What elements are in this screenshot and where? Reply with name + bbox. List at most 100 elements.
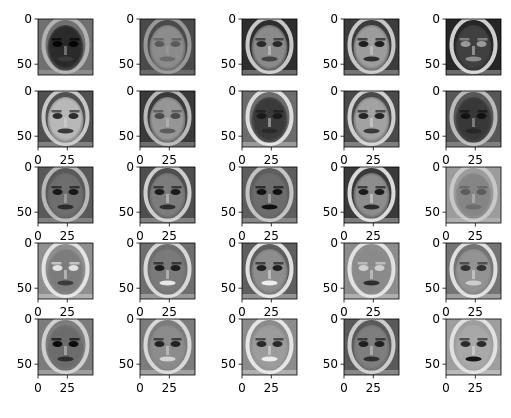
left-eye bbox=[358, 113, 369, 119]
left-brow bbox=[357, 110, 368, 113]
y-tick-label: 0 bbox=[432, 12, 440, 26]
left-brow bbox=[51, 338, 62, 341]
x-tick-label: 0 bbox=[136, 229, 144, 243]
shoulder-band bbox=[242, 70, 297, 75]
x-tick-label: 0 bbox=[238, 381, 246, 395]
right-brow bbox=[477, 110, 488, 113]
x-tick-label: 25 bbox=[60, 153, 75, 167]
shoulder-band bbox=[344, 294, 399, 299]
right-eye bbox=[170, 341, 181, 347]
mouth bbox=[465, 204, 482, 210]
left-brow bbox=[153, 262, 164, 265]
face-region bbox=[455, 97, 492, 143]
right-brow bbox=[171, 186, 182, 189]
left-eye bbox=[154, 341, 165, 347]
x-tick-label: 25 bbox=[60, 229, 75, 243]
nose bbox=[370, 346, 373, 355]
x-tick-label: 0 bbox=[442, 381, 450, 395]
mouth bbox=[363, 56, 380, 62]
right-eye bbox=[476, 189, 487, 195]
left-eye bbox=[358, 341, 369, 347]
x-tick-label: 0 bbox=[34, 229, 42, 243]
face-panel-r5c3 bbox=[242, 319, 297, 375]
left-brow bbox=[153, 186, 164, 189]
mouth bbox=[465, 356, 482, 362]
face-panel-r2c4 bbox=[344, 91, 399, 147]
y-tick-label: 50 bbox=[425, 57, 440, 71]
face-region bbox=[455, 325, 492, 371]
face-region bbox=[47, 325, 84, 371]
mouth bbox=[465, 280, 482, 286]
x-tick-label: 25 bbox=[366, 305, 381, 319]
axes-frame bbox=[37, 90, 94, 148]
mouth bbox=[57, 356, 74, 362]
right-eye bbox=[68, 265, 79, 271]
left-brow bbox=[255, 338, 266, 341]
left-brow bbox=[51, 262, 62, 265]
left-brow bbox=[153, 38, 164, 41]
right-eye bbox=[68, 189, 79, 195]
face-region bbox=[455, 249, 492, 295]
axes-frame bbox=[139, 242, 196, 300]
x-tick-label: 0 bbox=[34, 381, 42, 395]
y-tick-label: 0 bbox=[24, 312, 32, 326]
y-tick-label: 0 bbox=[432, 84, 440, 98]
right-eye bbox=[272, 113, 283, 119]
y-tick-label: 0 bbox=[228, 312, 236, 326]
right-eye bbox=[374, 265, 385, 271]
x-tick-label: 0 bbox=[238, 153, 246, 167]
nose bbox=[472, 270, 475, 279]
left-brow bbox=[255, 186, 266, 189]
mouth bbox=[465, 56, 482, 62]
axes-frame bbox=[241, 166, 298, 224]
left-eye bbox=[256, 341, 267, 347]
axes-frame bbox=[445, 242, 502, 300]
right-brow bbox=[69, 338, 80, 341]
mouth bbox=[261, 56, 278, 62]
y-tick-label: 50 bbox=[119, 281, 134, 295]
face-region bbox=[251, 97, 288, 143]
y-tick-label: 50 bbox=[119, 357, 134, 371]
x-tick-label: 0 bbox=[136, 381, 144, 395]
y-tick-label: 0 bbox=[330, 160, 338, 174]
left-brow bbox=[357, 338, 368, 341]
left-brow bbox=[255, 110, 266, 113]
face-region bbox=[47, 249, 84, 295]
head-outline bbox=[143, 91, 192, 146]
left-brow bbox=[459, 338, 470, 341]
face-panel-r3c5 bbox=[446, 167, 501, 223]
left-brow bbox=[357, 186, 368, 189]
head-outline bbox=[143, 243, 192, 298]
nose bbox=[268, 346, 271, 355]
mouth bbox=[465, 128, 482, 134]
shoulder-band bbox=[140, 142, 195, 147]
y-tick-label: 50 bbox=[323, 57, 338, 71]
face-panel-r1c4 bbox=[344, 19, 399, 75]
x-tick-label: 0 bbox=[442, 305, 450, 319]
axes-frame bbox=[241, 242, 298, 300]
face-panel-r5c4 bbox=[344, 319, 399, 375]
axes-frame bbox=[445, 166, 502, 224]
mouth bbox=[159, 204, 176, 210]
right-eye bbox=[476, 113, 487, 119]
axes-frame bbox=[37, 318, 94, 376]
right-brow bbox=[375, 38, 386, 41]
x-tick-label: 0 bbox=[136, 153, 144, 167]
y-tick-label: 0 bbox=[228, 84, 236, 98]
face-panel-r1c5 bbox=[446, 19, 501, 75]
left-brow bbox=[51, 38, 62, 41]
axes-frame bbox=[37, 166, 94, 224]
mouth bbox=[159, 56, 176, 62]
left-brow bbox=[153, 110, 164, 113]
x-tick-label: 25 bbox=[264, 381, 279, 395]
nose bbox=[370, 118, 373, 127]
right-brow bbox=[273, 262, 284, 265]
y-tick-label: 0 bbox=[228, 12, 236, 26]
mouth bbox=[57, 204, 74, 210]
y-tick-label: 0 bbox=[126, 12, 134, 26]
face-panel-r2c3 bbox=[242, 91, 297, 147]
left-eye bbox=[358, 265, 369, 271]
nose bbox=[64, 346, 67, 355]
y-tick-label: 50 bbox=[323, 205, 338, 219]
right-eye bbox=[272, 265, 283, 271]
